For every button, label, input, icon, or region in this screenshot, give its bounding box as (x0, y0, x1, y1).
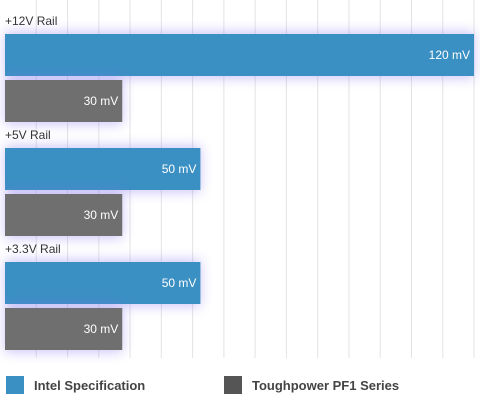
bar-intel[interactable] (5, 34, 474, 76)
bar-toughpower[interactable] (5, 194, 123, 236)
category-label: +3.3V Rail (5, 242, 61, 256)
category-label: +5V Rail (5, 128, 51, 142)
legend-swatch-intel (6, 376, 24, 394)
bar-intel[interactable] (5, 148, 201, 190)
legend-swatch-toughpower (224, 376, 242, 394)
legend: Intel Specification Toughpower PF1 Serie… (6, 374, 476, 398)
bar-value-label: 120 mV (429, 48, 470, 62)
bar-value-label: 50 mV (162, 162, 197, 176)
bar-value-label: 30 mV (84, 208, 119, 222)
bar-intel[interactable] (5, 262, 201, 304)
bar-value-label: 50 mV (162, 276, 197, 290)
legend-item-intel[interactable]: Intel Specification (6, 374, 145, 396)
bar-toughpower[interactable] (5, 308, 123, 350)
legend-label-intel: Intel Specification (34, 377, 146, 393)
legend-label-toughpower: Toughpower PF1 Series (252, 377, 400, 393)
legend-item-toughpower[interactable]: Toughpower PF1 Series (224, 374, 399, 396)
ripple-noise-chart: +12V Rail 120 mV 30 mV +5V Rail 50 mV 30 mV +3… (5, 0, 475, 358)
bar-toughpower[interactable] (5, 80, 123, 122)
bar-value-label: 30 mV (84, 322, 119, 336)
bar-value-label: 30 mV (84, 94, 119, 108)
bars-layer: +12V Rail 120 mV 30 mV +5V Rail 50 mV 30 mV +3… (5, 14, 474, 352)
category-label: +12V Rail (5, 14, 57, 28)
